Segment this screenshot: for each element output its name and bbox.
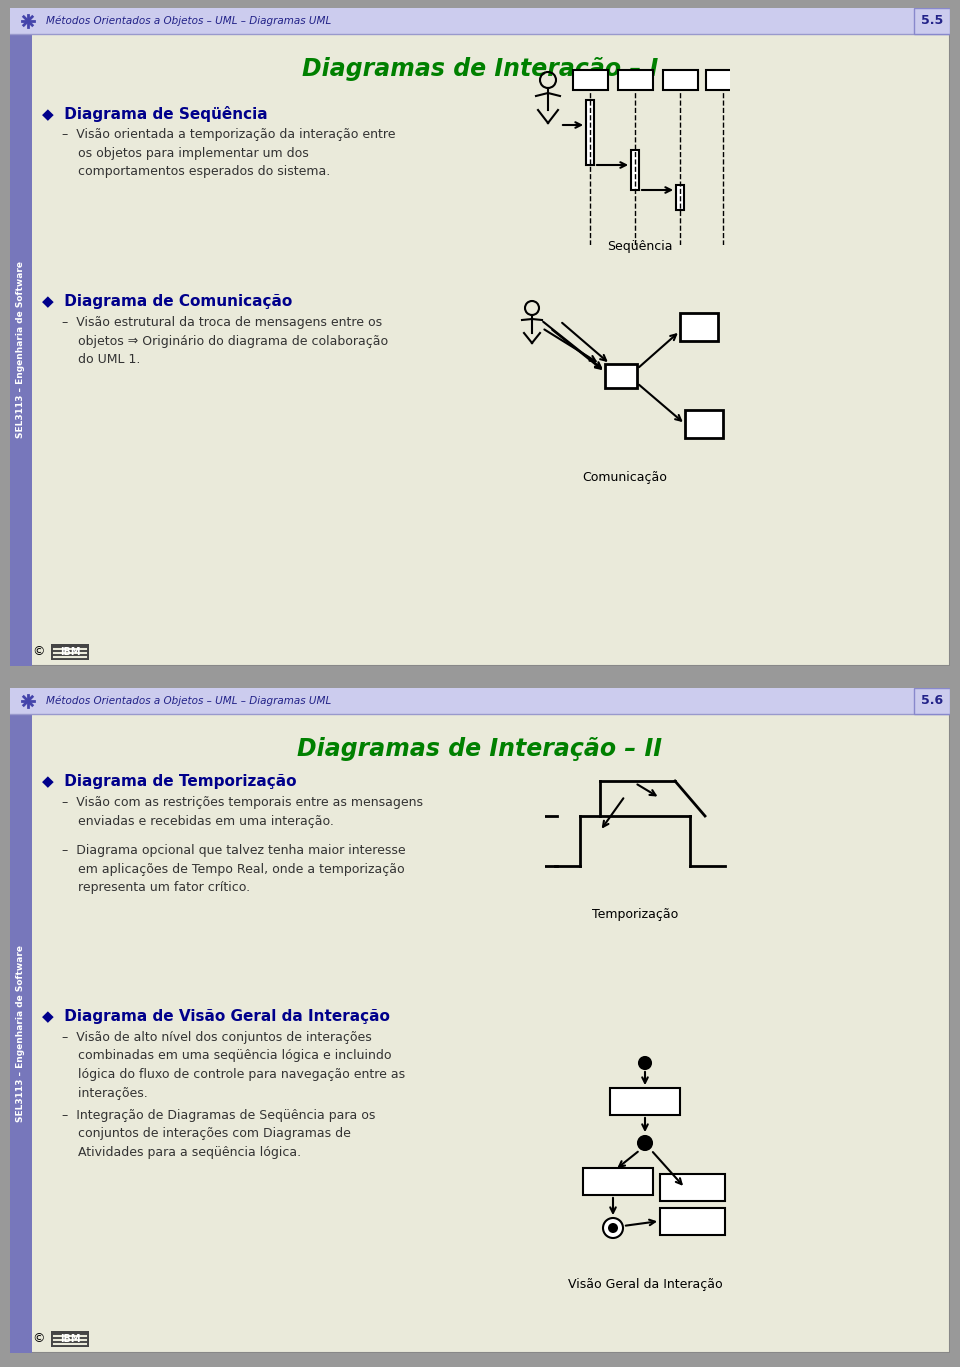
Bar [610, 1088, 680, 1115]
Text: ◆  Diagrama de Seqüência: ◆ Diagrama de Seqüência [42, 107, 268, 122]
Text: ©: © [32, 1333, 44, 1345]
Bar [586, 100, 594, 165]
Bar [914, 8, 950, 34]
Text: 5.6: 5.6 [921, 694, 943, 708]
Bar [572, 70, 608, 90]
Bar [617, 70, 653, 90]
Text: Diagramas de Interação – II: Diagramas de Interação – II [298, 737, 662, 761]
Bar [583, 1167, 653, 1195]
Text: –  Visão orientada a temporização da interação entre
    os objetos para impleme: – Visão orientada a temporização da inte… [62, 128, 396, 178]
Bar [10, 688, 950, 714]
Bar [51, 1331, 89, 1346]
Text: ©: © [32, 645, 44, 659]
Text: 5.5: 5.5 [921, 15, 943, 27]
Text: Métodos Orientados a Objetos – UML – Diagramas UML: Métodos Orientados a Objetos – UML – Dia… [46, 16, 331, 26]
Bar [685, 410, 723, 437]
Bar [706, 70, 740, 90]
Bar [660, 1208, 725, 1234]
Text: SEL3113 – Engenharia de Software: SEL3113 – Engenharia de Software [16, 261, 26, 439]
Text: Seqüência: Seqüência [608, 241, 673, 253]
Text: –  Visão de alto nível dos conjuntos de interações
    combinadas em uma seqüênc: – Visão de alto nível dos conjuntos de i… [62, 1031, 405, 1099]
Bar [660, 1174, 725, 1202]
Bar [680, 313, 718, 340]
Circle shape [603, 1218, 623, 1239]
Bar [676, 185, 684, 211]
Text: ◆  Diagrama de Comunicação: ◆ Diagrama de Comunicação [42, 294, 292, 309]
Text: Visão Geral da Interação: Visão Geral da Interação [567, 1278, 722, 1290]
Text: –  Integração de Diagramas de Seqüência para os
    conjuntos de interações com : – Integração de Diagramas de Seqüência p… [62, 1109, 375, 1159]
Bar [662, 70, 698, 90]
Bar [605, 364, 637, 388]
Text: Métodos Orientados a Objetos – UML – Diagramas UML: Métodos Orientados a Objetos – UML – Dia… [46, 696, 331, 707]
Text: –  Visão estrutural da troca de mensagens entre os
    objetos ⇒ Originário do d: – Visão estrutural da troca de mensagens… [62, 316, 388, 366]
Text: IBM: IBM [60, 1334, 81, 1344]
Text: SEL3113 – Engenharia de Software: SEL3113 – Engenharia de Software [16, 945, 26, 1122]
Circle shape [639, 1057, 651, 1069]
Text: ◆  Diagrama de Temporização: ◆ Diagrama de Temporização [42, 774, 297, 789]
Text: –  Visão com as restrições temporais entre as mensagens
    enviadas e recebidas: – Visão com as restrições temporais entr… [62, 796, 423, 827]
Text: Temporização: Temporização [592, 908, 678, 921]
Bar [10, 714, 32, 1353]
Text: IBM: IBM [60, 647, 81, 658]
Bar [10, 34, 32, 666]
Text: Diagramas de Interação – I: Diagramas de Interação – I [301, 57, 659, 81]
Bar [10, 8, 950, 34]
Text: ◆  Diagrama de Visão Geral da Interação: ◆ Diagrama de Visão Geral da Interação [42, 1009, 390, 1024]
Circle shape [608, 1223, 618, 1233]
Circle shape [638, 1136, 652, 1150]
Bar [631, 150, 639, 190]
Bar [914, 688, 950, 714]
Text: Comunicação: Comunicação [583, 472, 667, 484]
Bar [51, 644, 89, 660]
Text: –  Diagrama opcional que talvez tenha maior interesse
    em aplicações de Tempo: – Diagrama opcional que talvez tenha mai… [62, 843, 406, 894]
